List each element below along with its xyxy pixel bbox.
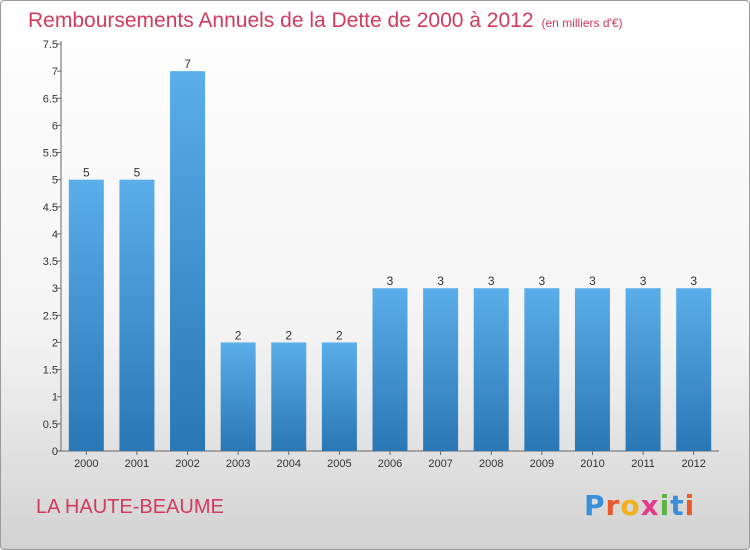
data-label: 3 — [589, 274, 596, 288]
x-tick-label: 2001 — [125, 458, 149, 470]
place-name: LA HAUTE-BEAUME — [36, 496, 224, 518]
x-tick-label: 2008 — [479, 458, 503, 470]
data-label: 2 — [285, 328, 292, 342]
bar-2008 — [473, 288, 509, 451]
y-tick-label: 1 — [52, 392, 58, 404]
x-tick-label: 2000 — [74, 458, 98, 470]
data-label: 2 — [336, 328, 343, 342]
bar-2010 — [574, 288, 610, 451]
y-tick-label: 1.5 — [43, 365, 58, 377]
y-tick-label: 0 — [52, 446, 58, 458]
x-tick-label: 2003 — [226, 458, 250, 470]
bar-2004 — [271, 342, 307, 451]
x-tick-label: 2002 — [175, 458, 199, 470]
y-tick-label: 6.5 — [43, 93, 58, 105]
proxiti-logo: Proxiti — [584, 489, 695, 522]
logo-letter: P — [584, 489, 606, 522]
bar-2007 — [423, 288, 459, 451]
y-tick-label: 3.5 — [43, 256, 58, 268]
data-label: 3 — [640, 274, 647, 288]
logo-letter: o — [620, 489, 641, 522]
bar-2002 — [170, 71, 206, 451]
y-tick-label: 5.5 — [43, 148, 58, 160]
logo-letter: x — [640, 489, 660, 522]
y-tick-label: 0.5 — [43, 419, 58, 431]
bar-2006 — [372, 288, 408, 451]
y-tick-label: 7.5 — [43, 39, 58, 51]
bar-2005 — [321, 342, 357, 451]
y-tick-label: 4.5 — [43, 202, 58, 214]
data-label: 3 — [488, 274, 495, 288]
data-label: 3 — [690, 274, 697, 288]
bars: 5 5 7 2 2 2 3 3 3 3 3 3 3 — [68, 57, 712, 451]
y-tick-label: 3 — [52, 283, 58, 295]
data-label: 3 — [539, 274, 546, 288]
bar-2003 — [220, 342, 256, 451]
bar-2011 — [625, 288, 661, 451]
bar-2000 — [68, 179, 104, 451]
data-label: 5 — [134, 166, 141, 180]
chart-title: Remboursements Annuels de la Dette de 20… — [28, 9, 623, 33]
logo-letter: i — [659, 489, 671, 522]
x-tick-label: 2010 — [580, 458, 604, 470]
y-tick-label: 4 — [52, 229, 58, 241]
logo-letter: t — [670, 489, 685, 522]
logo-letter: r — [605, 489, 621, 522]
y-tick-label: 5 — [52, 175, 58, 187]
y-tick-label: 2.5 — [43, 310, 58, 322]
data-label: 7 — [184, 57, 191, 71]
title-text: Remboursements Annuels de la Dette de 20… — [28, 9, 534, 32]
x-tick-label: 2011 — [631, 458, 655, 470]
data-label: 3 — [437, 274, 444, 288]
x-tick-label: 2006 — [378, 458, 402, 470]
data-label: 3 — [387, 274, 394, 288]
bar-2012 — [676, 288, 712, 451]
x-tick-label: 2007 — [428, 458, 452, 470]
x-tick-label: 2005 — [327, 458, 351, 470]
logo-letter: i — [684, 489, 696, 522]
chart-subtitle: (en milliers d'€) — [541, 16, 623, 30]
y-tick-label: 6 — [52, 120, 58, 132]
x-tick-label: 2009 — [530, 458, 554, 470]
data-label: 5 — [83, 166, 90, 180]
data-label: 2 — [235, 328, 242, 342]
y-tick-label: 7 — [52, 66, 58, 78]
bar-2001 — [119, 179, 155, 451]
y-tick-label: 2 — [52, 337, 58, 349]
bar-2009 — [524, 288, 560, 451]
x-tick-label: 2004 — [277, 458, 301, 470]
x-tick-label: 2012 — [681, 458, 705, 470]
